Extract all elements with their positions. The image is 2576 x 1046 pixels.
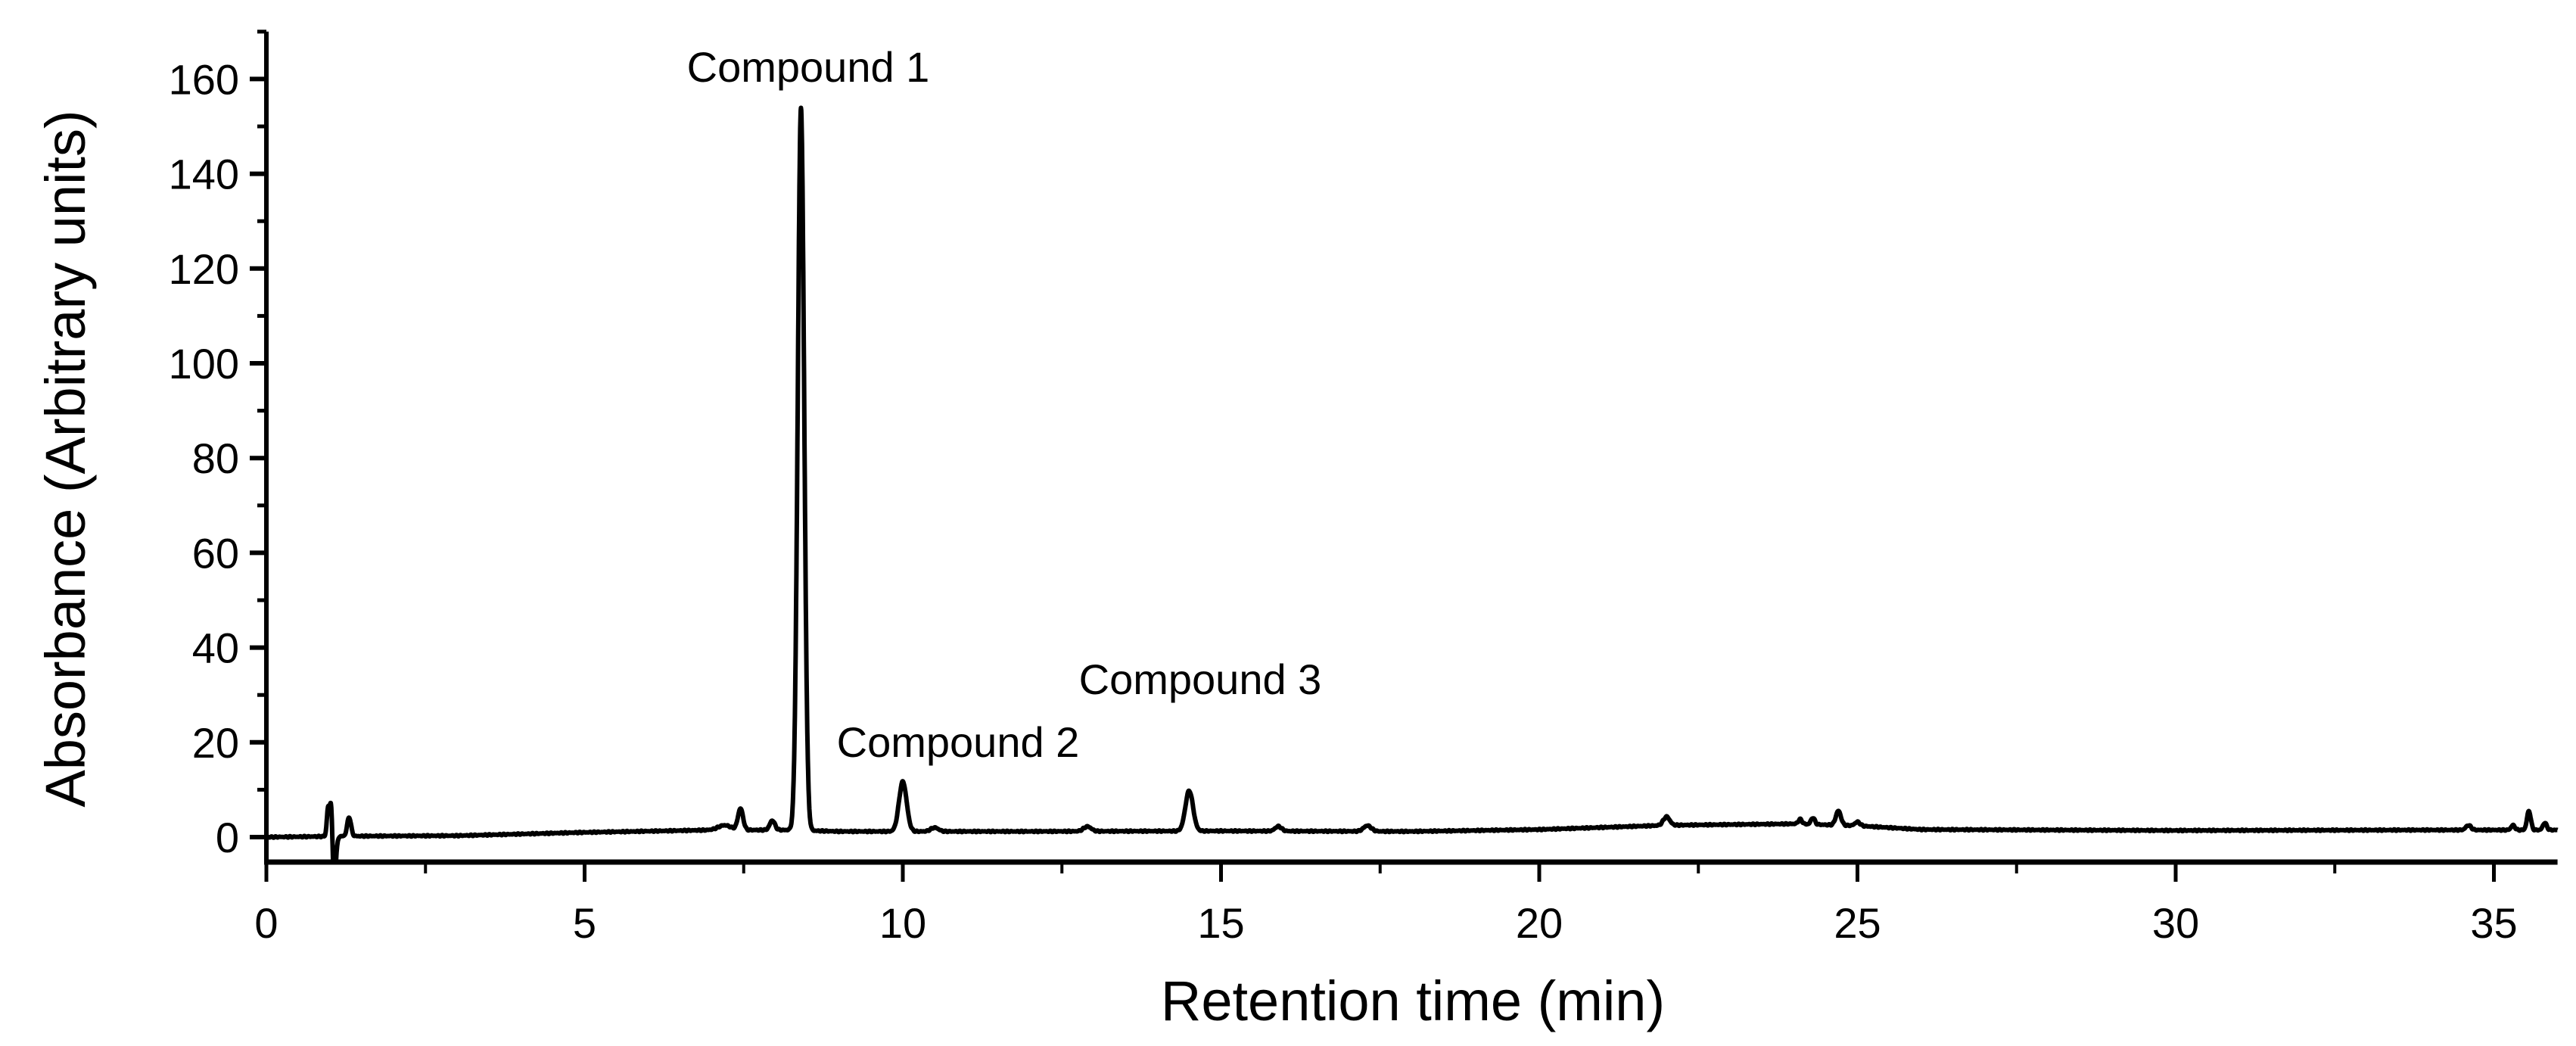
x-tick-label: 30 bbox=[2152, 899, 2199, 947]
x-tick-label: 25 bbox=[1834, 899, 1881, 947]
peak-label-compound-2: Compound 2 bbox=[837, 718, 1080, 766]
peak-label-compound-3: Compound 3 bbox=[1079, 655, 1322, 703]
y-axis-title: Absorbance (Arbitrary units) bbox=[34, 110, 97, 807]
x-tick-label: 15 bbox=[1197, 899, 1244, 947]
y-axis: 0 20 40 60 80 100 120 140 160 bbox=[169, 30, 269, 864]
y-tick-label: 0 bbox=[216, 814, 239, 861]
x-tick-label: 35 bbox=[2470, 899, 2517, 947]
peak-annotations: Compound 1 Compound 2 Compound 3 bbox=[687, 43, 1322, 766]
x-tick-label: 0 bbox=[254, 899, 278, 947]
y-tick-label: 40 bbox=[192, 624, 239, 672]
y-ticks: 0 20 40 60 80 100 120 140 160 bbox=[169, 30, 266, 861]
y-tick-label: 120 bbox=[169, 245, 239, 293]
y-tick-label: 100 bbox=[169, 340, 239, 388]
y-tick-label: 160 bbox=[169, 55, 239, 103]
y-tick-label: 80 bbox=[192, 434, 239, 482]
x-axis-title: Retention time (min) bbox=[1161, 970, 1665, 1032]
x-tick-label: 10 bbox=[879, 899, 926, 947]
x-ticks: 0 5 10 15 20 25 30 35 bbox=[254, 862, 2518, 947]
plot-area bbox=[264, 105, 2560, 865]
chromatogram-trace bbox=[264, 105, 2560, 865]
x-axis: 0 5 10 15 20 25 30 35 bbox=[254, 859, 2558, 947]
x-tick-label: 20 bbox=[1516, 899, 1563, 947]
x-tick-label: 5 bbox=[573, 899, 596, 947]
y-tick-label: 60 bbox=[192, 529, 239, 577]
peak-label-compound-1: Compound 1 bbox=[687, 43, 930, 91]
y-tick-label: 140 bbox=[169, 151, 239, 198]
y-tick-label: 20 bbox=[192, 719, 239, 767]
